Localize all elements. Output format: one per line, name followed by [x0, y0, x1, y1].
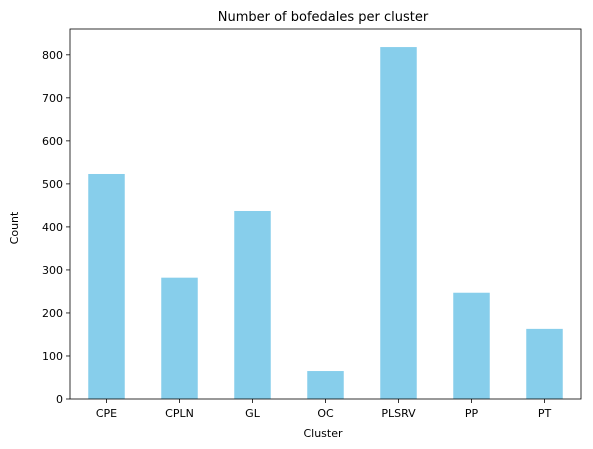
x-tick-label: PLSRV: [381, 407, 416, 420]
bar-pp: [453, 292, 490, 399]
x-tick-label: PT: [538, 407, 552, 420]
y-tick-label: 500: [42, 178, 63, 191]
x-tick-label: CPLN: [165, 407, 194, 420]
y-tick-label: 300: [42, 264, 63, 277]
chart-title: Number of bofedales per cluster: [218, 10, 429, 25]
x-tick-label: OC: [317, 407, 334, 420]
x-tick-label: CPE: [96, 407, 117, 420]
bar-oc: [307, 371, 344, 399]
y-tick-label: 700: [42, 92, 63, 105]
bars-group: [88, 47, 563, 400]
y-tick-label: 800: [42, 49, 63, 62]
plot-frame: [69, 28, 582, 400]
y-axis-label: Count: [8, 211, 21, 244]
bar-plsrv: [380, 47, 417, 400]
y-axis-ticks: 0 100 200 300 400 500 600 700 800: [42, 49, 70, 406]
bar-gl: [234, 210, 271, 399]
y-tick-label: 600: [42, 135, 63, 148]
x-axis-ticks: CPE CPLN GL OC PLSRV PP PT: [96, 399, 552, 420]
y-tick-label: 200: [42, 307, 63, 320]
x-tick-label: PP: [465, 407, 479, 420]
y-tick-label: 0: [56, 393, 63, 406]
bar-cpln: [161, 277, 198, 399]
x-axis-label: Cluster: [303, 427, 343, 440]
bar-pt: [526, 328, 563, 399]
y-tick-label: 100: [42, 350, 63, 363]
bar-cpe: [88, 173, 125, 399]
x-tick-label: GL: [245, 407, 261, 420]
y-tick-label: 400: [42, 221, 63, 234]
